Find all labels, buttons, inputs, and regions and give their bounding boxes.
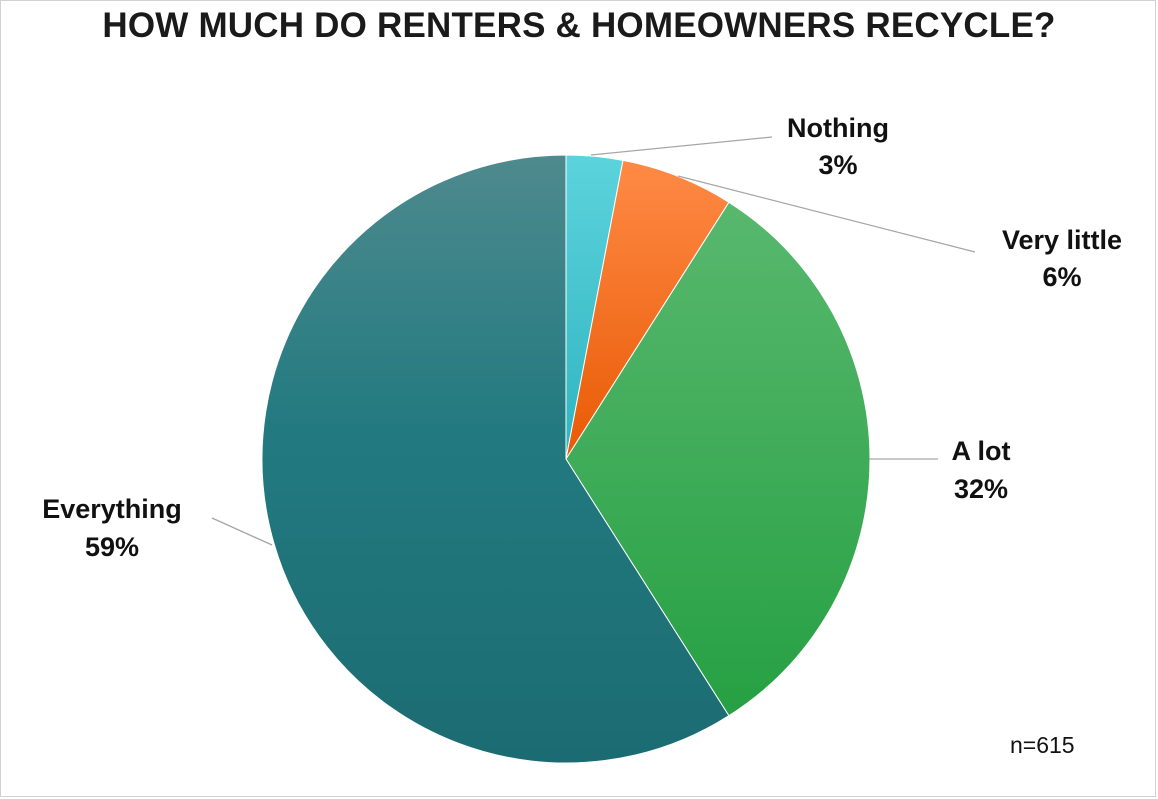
slice-label-very-little: Very little [1002,225,1122,255]
slice-value-everything: 59% [85,532,139,562]
chart-title: HOW MUCH DO RENTERS & HOMEOWNERS RECYCLE… [102,6,1056,45]
slice-label-a-lot: A lot [952,436,1011,466]
slice-label-everything: Everything [42,494,182,524]
leader-line-very-little [677,175,976,253]
pie-slice-everything [261,154,730,764]
slice-value-nothing: 3% [818,150,857,180]
leader-line-nothing [590,136,773,156]
slice-value-very-little: 6% [1042,262,1081,292]
slice-value-a-lot: 32% [954,474,1008,504]
slice-label-nothing: Nothing [787,113,889,143]
sample-size-note: n=615 [1010,732,1075,758]
leader-line-everything [211,517,273,546]
